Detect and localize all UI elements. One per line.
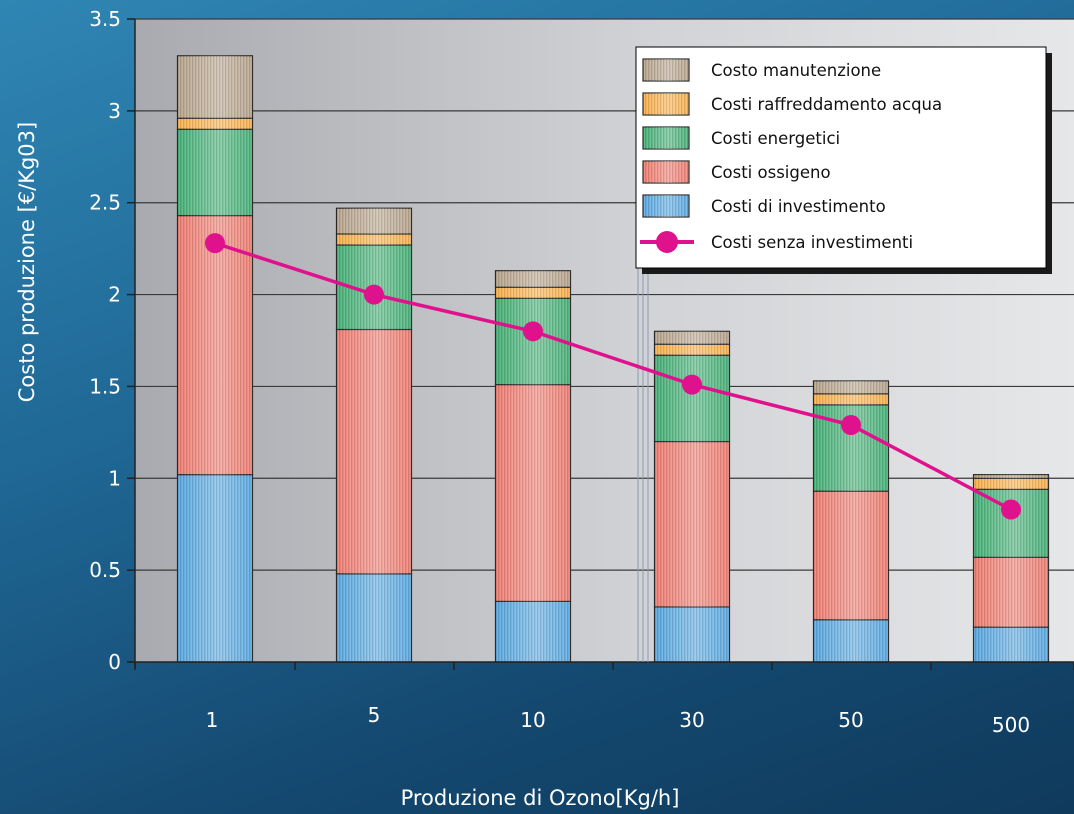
y-tick-label: 2.5 — [89, 191, 121, 215]
line-point — [841, 415, 861, 436]
line-point — [205, 233, 225, 254]
x-axis-title: Produzione di Ozono[Kg/h] — [401, 786, 680, 810]
bar-segment — [335, 207, 413, 235]
bar-segment — [176, 117, 254, 130]
y-tick-label: 1.5 — [89, 374, 121, 398]
bar-segment — [812, 619, 890, 663]
line-point — [682, 374, 702, 395]
bar-segment — [653, 354, 731, 443]
legend-label: Costo manutenzione — [711, 61, 881, 80]
bar-segment — [972, 488, 1050, 558]
bar-segment — [335, 233, 413, 246]
x-tick-label: 1 — [206, 708, 219, 732]
x-tick-label: 30 — [679, 708, 704, 732]
legend-item: Costi ossigeno — [642, 160, 831, 184]
y-tick-label: 3 — [108, 99, 121, 123]
legend-item: Costi raffreddamento acqua — [642, 92, 942, 116]
bar-segment — [972, 556, 1050, 628]
legend-label: Costi ossigeno — [711, 163, 831, 182]
legend-label: Costi energetici — [711, 129, 840, 148]
legend-item: Costi energetici — [642, 126, 840, 150]
legend-label: Costi senza investimenti — [711, 233, 913, 252]
bar-segment — [494, 297, 572, 386]
legend-item: Costo manutenzione — [642, 58, 881, 82]
bar-segment — [494, 383, 572, 602]
bar-segment — [812, 490, 890, 621]
y-axis-title: Costo produzione [€/Kg03] — [15, 122, 39, 402]
y-tick-label: 3.5 — [89, 7, 121, 31]
legend-label: Costi di investimento — [711, 197, 886, 216]
bar-segment — [494, 286, 572, 299]
y-tick-label: 2 — [108, 283, 121, 307]
legend-box — [635, 46, 1047, 269]
bar-segment — [176, 55, 254, 119]
x-tick-label: 10 — [520, 708, 545, 732]
line-series — [205, 233, 1021, 520]
bar-segment — [176, 128, 254, 217]
x-tick-label: 500 — [992, 713, 1030, 737]
bar-segment — [335, 573, 413, 663]
bar-segment — [812, 393, 890, 406]
bar-segment — [494, 270, 572, 288]
bar-segment — [176, 214, 254, 476]
bar-segment — [812, 380, 890, 395]
bar-segment — [335, 328, 413, 575]
axes: 0 0.5 1 1.5 2 2.5 3 3.5 1 5 10 30 50 500 — [89, 7, 1074, 737]
bar-segment — [653, 440, 731, 608]
line-point — [1001, 499, 1021, 520]
y-tick-label: 0.5 — [89, 558, 121, 582]
legend-swatch-marker — [656, 231, 678, 253]
bar-segment — [972, 477, 1050, 490]
y-tick-label: 0 — [108, 650, 121, 674]
legend-item: Costi senza investimenti — [640, 231, 913, 253]
bar-segment — [176, 474, 254, 663]
y-tick-label: 1 — [108, 466, 121, 490]
line-point — [523, 321, 543, 342]
line-point — [364, 284, 384, 305]
x-tick-label: 5 — [368, 703, 381, 727]
bar-segment — [494, 600, 572, 663]
bar-segment — [653, 343, 731, 356]
x-tick-label: 50 — [838, 708, 863, 732]
legend-item: Costi di investimento — [642, 194, 886, 218]
legend: Costo manutenzione Costi raffreddamento a… — [635, 46, 1052, 274]
bar-segment — [653, 330, 731, 345]
series-line — [214, 241, 1012, 512]
bar-segment — [972, 626, 1050, 663]
bar-segment — [972, 474, 1050, 479]
bar-segment — [653, 606, 731, 663]
legend-label: Costi raffreddamento acqua — [711, 95, 942, 114]
